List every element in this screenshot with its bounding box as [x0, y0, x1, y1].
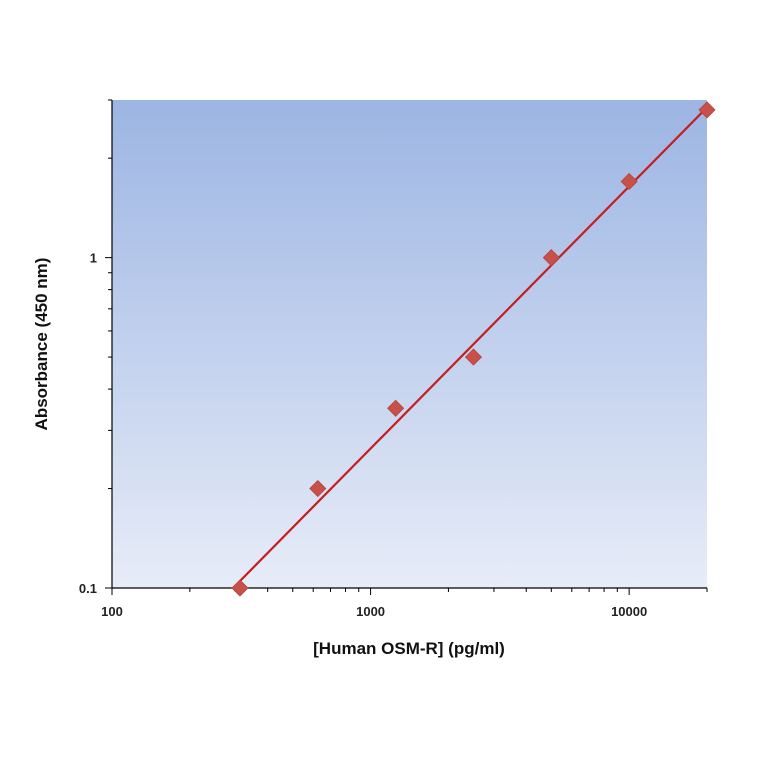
y-axis-title: Absorbance (450 nm)	[32, 258, 51, 431]
data-point	[542, 249, 560, 267]
y-tick-label: 1	[90, 251, 97, 266]
data-point	[620, 172, 638, 191]
data-point	[698, 101, 716, 119]
data-point	[387, 399, 405, 417]
data-point	[464, 348, 483, 366]
plot-area	[112, 100, 707, 588]
y-tick-label: 0.1	[79, 581, 97, 596]
x-tick-label: 10000	[611, 604, 647, 619]
data-point	[231, 579, 249, 597]
data-point	[309, 479, 327, 498]
x-tick-label: 1000	[356, 604, 385, 619]
x-tick-label: 100	[101, 604, 123, 619]
x-axis-title: [Human OSM-R] (pg/ml)	[313, 639, 505, 658]
